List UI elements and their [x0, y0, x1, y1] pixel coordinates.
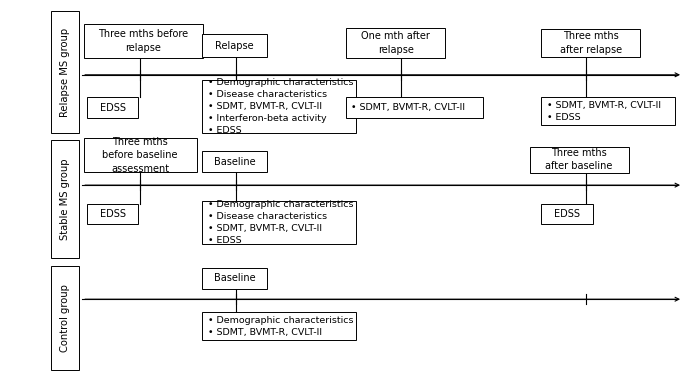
Bar — [84, 138, 197, 172]
Bar — [202, 80, 356, 133]
Text: • Demographic characteristics
• Disease characteristics
• SDMT, BVMT-R, CVLT-II
: • Demographic characteristics • Disease … — [208, 200, 353, 245]
Text: • SDMT, BVMT-R, CVLT-II
• EDSS: • SDMT, BVMT-R, CVLT-II • EDSS — [547, 101, 661, 122]
Bar — [51, 11, 79, 133]
Bar — [541, 97, 675, 125]
Bar — [84, 24, 203, 58]
Bar — [541, 29, 640, 57]
Bar — [87, 204, 138, 224]
Text: • Demographic characteristics
• SDMT, BVMT-R, CVLT-II: • Demographic characteristics • SDMT, BV… — [208, 316, 353, 337]
Text: Three mths
before baseline
assessment: Three mths before baseline assessment — [102, 137, 178, 174]
Bar — [346, 28, 445, 58]
Bar — [202, 312, 356, 340]
Bar — [202, 201, 356, 244]
Text: EDSS: EDSS — [100, 102, 125, 113]
Bar — [87, 97, 138, 118]
Text: Relapse: Relapse — [215, 41, 254, 50]
Text: Relapse MS group: Relapse MS group — [60, 27, 70, 117]
Bar — [51, 140, 79, 258]
Text: Three mths
after baseline: Three mths after baseline — [545, 148, 613, 172]
Text: • SDMT, BVMT-R, CVLT-II: • SDMT, BVMT-R, CVLT-II — [351, 103, 466, 112]
Bar — [51, 266, 79, 370]
Text: One mth after
relapse: One mth after relapse — [361, 31, 430, 55]
Text: Three mths
after relapse: Three mths after relapse — [560, 31, 622, 55]
Bar — [530, 147, 629, 173]
Text: EDSS: EDSS — [100, 209, 125, 219]
Text: • Demographic characteristics
• Disease characteristics
• SDMT, BVMT-R, CVLT-II
: • Demographic characteristics • Disease … — [208, 78, 353, 135]
Text: Three mths before
relapse: Three mths before relapse — [99, 29, 188, 53]
Bar — [202, 34, 267, 57]
Text: Stable MS group: Stable MS group — [60, 159, 70, 240]
Text: EDSS: EDSS — [554, 209, 580, 219]
Bar — [346, 97, 483, 118]
Bar — [202, 151, 267, 172]
Text: Baseline: Baseline — [214, 273, 256, 283]
Text: Baseline: Baseline — [214, 157, 256, 167]
Bar — [202, 268, 267, 289]
Text: Control group: Control group — [60, 284, 70, 352]
Bar — [541, 204, 593, 224]
